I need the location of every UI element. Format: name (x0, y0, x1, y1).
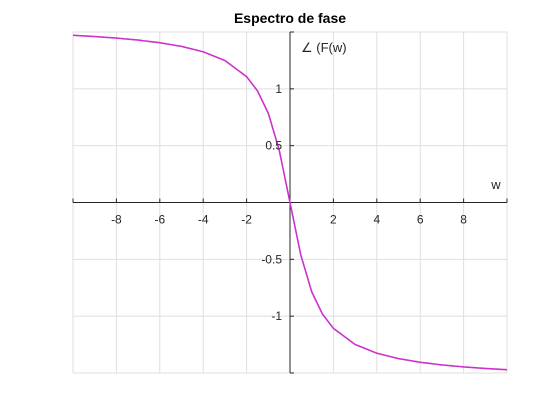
y-tick-label: -0.5 (261, 252, 282, 266)
chart-title: Espectro de fase (234, 10, 346, 26)
x-tick-label: -4 (198, 213, 209, 227)
y-tick-label: 0.5 (265, 139, 282, 153)
y-tick-label: -1 (271, 309, 282, 323)
x-tick-label: 4 (373, 213, 380, 227)
series-layer (72, 34, 508, 371)
x-tick-label: -2 (241, 213, 252, 227)
x-tick-label: -8 (111, 213, 122, 227)
y-axis-label: ∠ (F(w) (301, 40, 347, 55)
x-tick-label: -6 (154, 213, 165, 227)
series-0 (72, 34, 508, 371)
x-tick-label: 8 (460, 213, 467, 227)
x-tick-label: 6 (417, 213, 424, 227)
y-tick-label: 1 (275, 82, 282, 96)
series-line (72, 34, 508, 371)
x-axis-label: w (490, 177, 501, 192)
tick-labels: -8 -6 -4 -2 2 4 6 8 -1 -0.5 0.5 1 (111, 82, 467, 323)
x-tick-label: 2 (330, 213, 337, 227)
